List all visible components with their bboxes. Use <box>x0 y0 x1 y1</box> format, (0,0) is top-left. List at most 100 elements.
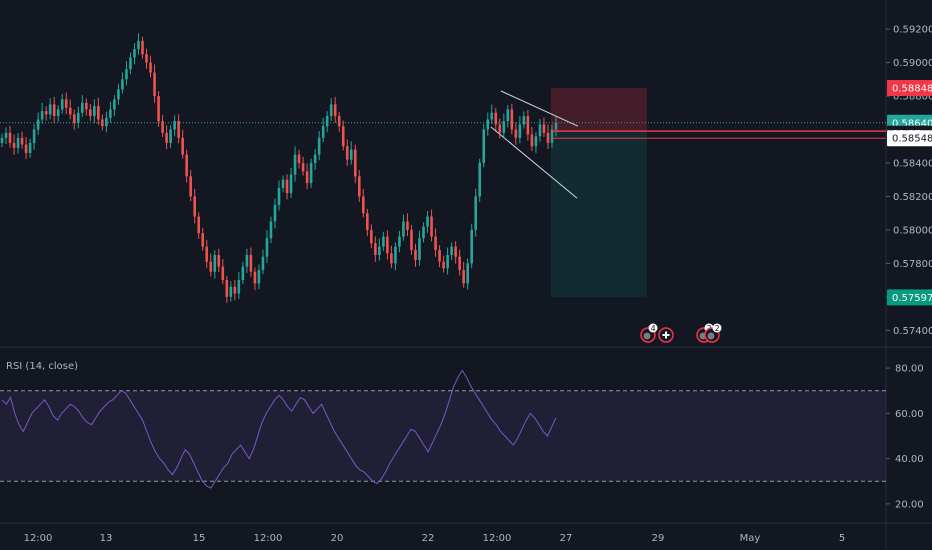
candle-body <box>257 270 261 284</box>
candle-body <box>454 246 457 257</box>
rsi-tick-label: 40.00 <box>895 454 924 465</box>
time-tick-label: 22 <box>422 533 435 544</box>
event-badges[interactable]: 422 <box>640 323 722 343</box>
candle-body <box>414 249 417 261</box>
time-tick-label: 27 <box>560 533 573 544</box>
candle-body <box>245 254 249 267</box>
candle-body <box>554 122 558 130</box>
candle-body <box>89 109 92 117</box>
candle-body <box>48 104 52 115</box>
price-label-text: 0.57597 <box>892 293 932 304</box>
flag-cross-v <box>665 331 667 339</box>
price-label-text: 0.58848 <box>892 83 932 94</box>
price-tick-label: 0.59000 <box>893 58 932 69</box>
candle-body <box>442 261 445 269</box>
candle-body <box>80 102 84 113</box>
candle-body <box>345 146 349 160</box>
candle-body <box>341 126 345 147</box>
candle-body <box>498 124 502 133</box>
candle-body <box>4 132 8 138</box>
candle-body <box>438 249 441 262</box>
candle-body <box>217 254 221 267</box>
rsi-pane: RSI (14, close) <box>0 361 886 489</box>
candle-body <box>52 104 56 117</box>
candle-body <box>458 256 461 271</box>
candle-body <box>402 221 405 237</box>
event-count-bubble <box>712 323 722 333</box>
candle-body <box>281 179 285 189</box>
time-tick-label: 13 <box>100 533 113 544</box>
candle-body <box>129 57 132 70</box>
time-tick-label: 12:00 <box>483 533 512 544</box>
candle-body <box>357 176 361 197</box>
candle-body <box>40 111 44 120</box>
event-icon <box>707 332 715 340</box>
price-label-box <box>887 79 932 96</box>
candle-body <box>550 129 554 143</box>
candle-body <box>137 40 140 50</box>
candle-body <box>502 121 506 133</box>
candle-body <box>24 144 28 153</box>
candle-body <box>390 253 393 264</box>
candle-body <box>121 79 124 90</box>
candle-body <box>410 229 413 250</box>
rsi-tick-label: 60.00 <box>895 409 924 420</box>
candle-body <box>394 246 397 264</box>
candle-body <box>133 49 136 58</box>
candle-body <box>237 280 241 294</box>
candle-body <box>462 270 465 284</box>
candle-body <box>301 162 305 172</box>
candle-body <box>125 69 128 80</box>
time-tick-label: 12:00 <box>24 533 53 544</box>
candle-body <box>233 286 237 294</box>
event-count: 2 <box>715 324 720 333</box>
candle-body <box>530 134 534 147</box>
candle-body <box>486 119 490 130</box>
candle-body <box>297 154 301 163</box>
event-count-bubble <box>648 323 658 333</box>
candle-body <box>60 99 64 110</box>
price-tick-label: 0.57800 <box>893 259 932 270</box>
axes: 0.592000.590000.588000.586000.584000.582… <box>24 25 932 544</box>
candle-body <box>117 89 120 100</box>
candle-body <box>169 129 172 143</box>
candle-body <box>293 154 297 175</box>
candle-body <box>546 132 550 143</box>
wedge-upper-line <box>500 90 579 127</box>
candle-body <box>382 236 385 247</box>
rsi-tick-label: 20.00 <box>895 499 924 510</box>
price-tick-label: 0.59200 <box>893 25 932 36</box>
candle-body <box>225 280 229 297</box>
price-tick-label: 0.58200 <box>893 192 932 203</box>
drawings[interactable] <box>0 87 886 298</box>
candle-body <box>305 171 309 184</box>
candle-body <box>109 109 112 118</box>
candle-body <box>398 236 401 247</box>
candle-body <box>349 149 353 160</box>
candle-body <box>289 174 293 194</box>
candle-body <box>490 112 494 120</box>
candle-body <box>494 112 498 125</box>
candle-body <box>309 162 313 184</box>
candle-body <box>12 142 16 148</box>
candle-body <box>253 271 257 284</box>
candle-body <box>325 116 329 127</box>
candle-body <box>406 221 409 230</box>
candle-body <box>72 114 76 123</box>
candle-body <box>362 196 365 214</box>
price-label-box <box>887 289 932 306</box>
candle-body <box>273 204 277 222</box>
candle-body <box>229 286 233 297</box>
price-tick-label: 0.58400 <box>893 158 932 169</box>
candle-body <box>370 229 373 244</box>
candle-body <box>538 124 542 137</box>
candle-body <box>470 229 473 264</box>
candle-body <box>353 149 357 177</box>
candle-body <box>526 116 530 135</box>
event-icon <box>643 332 651 340</box>
candle-body <box>333 104 337 117</box>
candle-body <box>32 129 36 143</box>
time-tick-label: 29 <box>652 533 665 544</box>
